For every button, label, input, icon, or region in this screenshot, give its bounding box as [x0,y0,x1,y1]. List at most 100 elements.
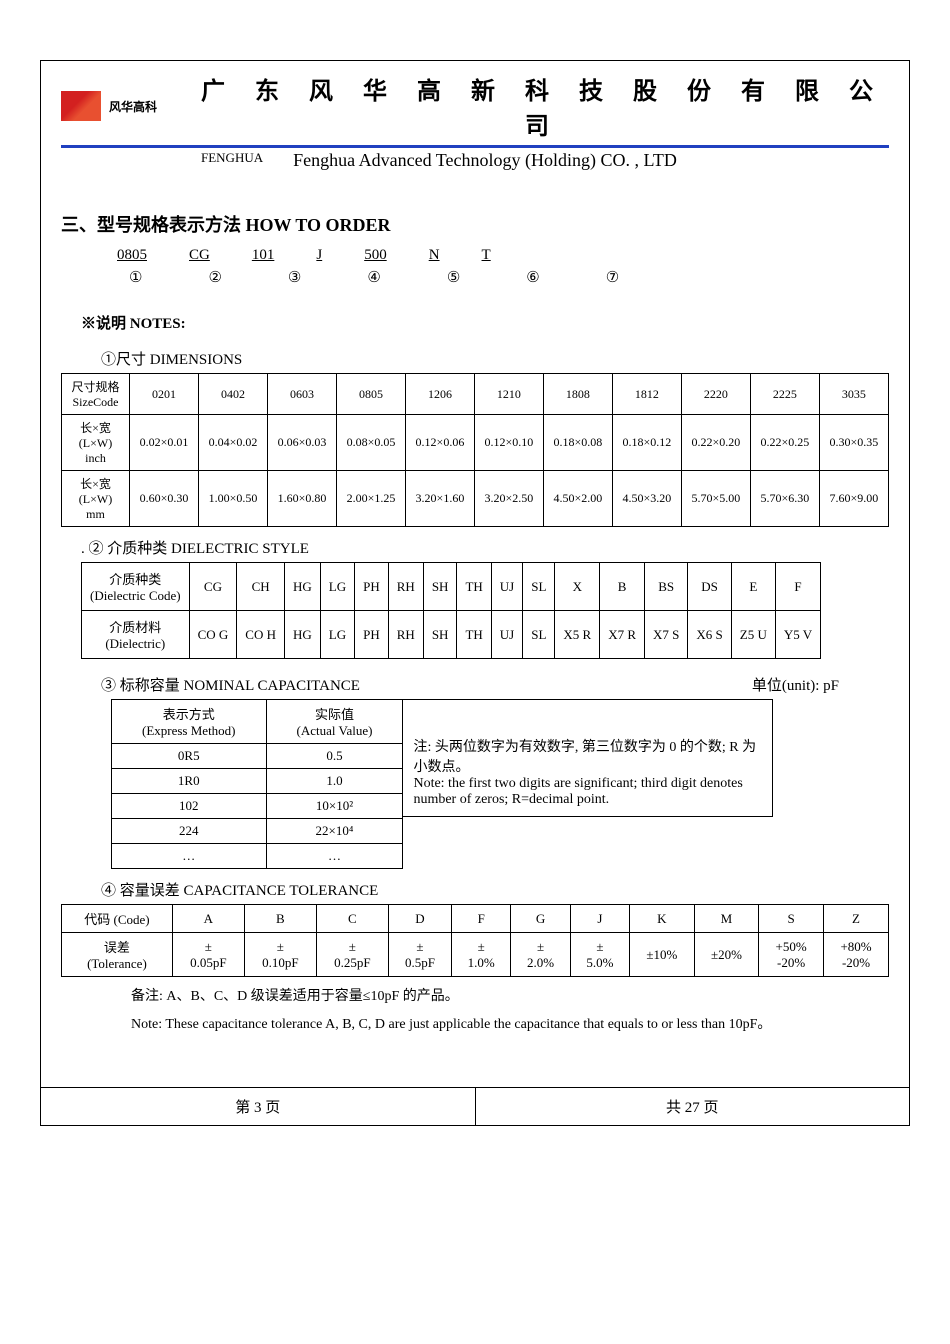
cell: 1808 [543,374,612,415]
cell: 1210 [474,374,543,415]
cell: 0.02×0.01 [130,415,199,471]
order-part: CG [183,247,216,264]
cell: SH [423,611,457,659]
cell: 3035 [819,374,888,415]
cell: X [555,563,600,611]
cell: CH [237,563,285,611]
logo-label: 风华高科 [109,98,157,115]
order-num: ④ [349,268,398,287]
order-example: 0805CG101J500NT ①②③④⑤⑥⑦ [111,247,889,287]
cell: 5.70×6.30 [750,471,819,527]
cell: 1R0 [112,769,267,794]
order-part: 101 [246,247,281,264]
brand-en-small: FENGHUA [201,150,263,171]
cell: F [775,563,820,611]
cell: 0.18×0.12 [612,415,681,471]
dimensions-table: 尺寸规格 SizeCode020104020603080512061210180… [61,373,889,527]
tolerance-table: 代码 (Code)ABCDFGJKMSZ误差 (Tolerance)± 0.05… [61,904,889,977]
notes-label: ※说明 NOTES: [81,312,889,333]
cell: 0.22×0.25 [750,415,819,471]
cell: ± 0.5pF [388,933,451,977]
cell: DS [688,563,731,611]
cell: 0.5 [266,744,403,769]
cell: ±20% [694,933,759,977]
cell: ± 5.0% [570,933,629,977]
order-num: ① [111,268,160,287]
order-num: ⑦ [588,268,637,287]
sub3-title: ③ 标称容量 NOMINAL CAPACITANCE [101,674,360,695]
cell: 4.50×2.00 [543,471,612,527]
company-logo-icon [61,91,101,121]
cell: F [452,905,511,933]
cell: Y5 V [775,611,820,659]
cell: PH [355,563,389,611]
cell: +50% -20% [759,933,824,977]
row-header: 误差 (Tolerance) [62,933,173,977]
order-part: 0805 [111,247,153,264]
cell: UJ [491,563,522,611]
capacitance-table: 表示方式 (Express Method)实际值 (Actual Value)0… [111,699,403,869]
cell: TH [457,611,491,659]
company-name-en: Fenghua Advanced Technology (Holding) CO… [293,150,677,171]
cell: RH [388,611,423,659]
cell: S [759,905,824,933]
cell: … [266,844,403,869]
order-num: ③ [270,268,319,287]
cell: 0.12×0.06 [405,415,474,471]
cell: PH [355,611,389,659]
cell: … [112,844,267,869]
row-header: 代码 (Code) [62,905,173,933]
header: 风华高科 广 东 风 华 高 新 科 技 股 份 有 限 公 司 [41,61,909,141]
row-header: 长×宽 (L×W) inch [62,415,130,471]
company-name-cn: 广 东 风 华 高 新 科 技 股 份 有 限 公 司 [197,71,889,141]
tol-note-cn: 备注: A、B、C、D 级误差适用于容量≤10pF 的产品。 [131,985,889,1005]
cell: M [694,905,759,933]
cell: 0R5 [112,744,267,769]
cell: E [731,563,775,611]
cell: CO G [189,611,237,659]
sub2-title: . ② 介质种类 DIELECTRIC STYLE [81,537,889,558]
cell: 224 [112,819,267,844]
cell: B [600,563,645,611]
cell: ± 0.10pF [244,933,316,977]
row-header: 介质种类 (Dielectric Code) [82,563,190,611]
cell: 0.18×0.08 [543,415,612,471]
col-header: 实际值 (Actual Value) [266,700,403,744]
order-part: T [476,247,497,264]
cell: 4.50×3.20 [612,471,681,527]
section-title: 三、型号规格表示方法 HOW TO ORDER [61,211,889,237]
tol-note-en: Note: These capacitance tolerance A, B, … [131,1013,889,1033]
cell: 3.20×1.60 [405,471,474,527]
cell: Z [824,905,889,933]
cell: UJ [491,611,522,659]
col-header: 表示方式 (Express Method) [112,700,267,744]
cell: 0.60×0.30 [130,471,199,527]
cell: 0.04×0.02 [199,415,268,471]
cell: CO H [237,611,285,659]
row-header: 尺寸规格 SizeCode [62,374,130,415]
cell: HG [285,611,321,659]
cell: SL [523,611,555,659]
cell: 2.00×1.25 [336,471,405,527]
order-part: N [423,247,446,264]
cell: CG [189,563,237,611]
cell: 0.12×0.10 [474,415,543,471]
cell: LG [320,611,354,659]
cell: 1206 [405,374,474,415]
order-part: 500 [358,247,393,264]
cell: 1.60×0.80 [267,471,336,527]
row-header: 介质材料 (Dielectric) [82,611,190,659]
cell: ± 1.0% [452,933,511,977]
order-nums-row: ①②③④⑤⑥⑦ [111,268,889,287]
capacitance-wrap: 表示方式 (Express Method)实际值 (Actual Value)0… [111,699,889,869]
cell: X6 S [688,611,731,659]
cell: 3.20×2.50 [474,471,543,527]
cell: ± 0.05pF [172,933,244,977]
sub-header: FENGHUA Fenghua Advanced Technology (Hol… [41,148,909,191]
cell: X7 S [645,611,688,659]
cell: ± 2.0% [511,933,570,977]
cell: 0.06×0.03 [267,415,336,471]
sub3-header: ③ 标称容量 NOMINAL CAPACITANCE 单位(unit): pF [101,674,839,695]
cell: SH [423,563,457,611]
cap-note-en: Note: the first two digits are significa… [413,776,762,808]
